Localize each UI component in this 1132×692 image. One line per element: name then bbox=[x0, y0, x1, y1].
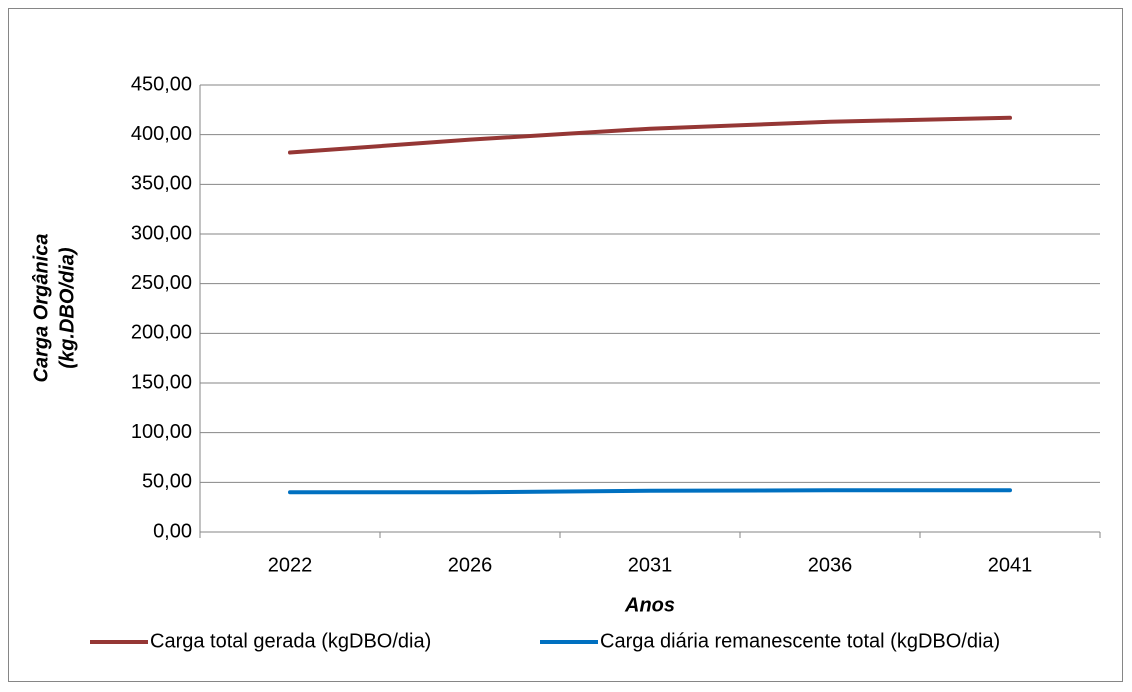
x-tick-label: 2022 bbox=[268, 554, 313, 576]
legend-label: Carga total gerada (kgDBO/dia) bbox=[150, 630, 431, 652]
line-series bbox=[288, 488, 1012, 495]
legend-label: Carga diária remanescente total (kgDBO/d… bbox=[600, 630, 1000, 652]
y-tick-label: 250,00 bbox=[131, 272, 192, 294]
x-tick-label: 2036 bbox=[808, 554, 853, 576]
y-axis-title: Carga Orgânica bbox=[30, 234, 52, 383]
y-tick-label: 400,00 bbox=[131, 123, 192, 145]
x-tick-label: 2031 bbox=[628, 554, 673, 576]
y-tick-label: 200,00 bbox=[131, 322, 192, 344]
y-tick-label: 50,00 bbox=[142, 471, 192, 493]
y-tick-label: 150,00 bbox=[131, 371, 192, 393]
y-tick-label: 0,00 bbox=[153, 520, 192, 542]
y-axis-title: (kg.DBO/dia) bbox=[56, 247, 78, 368]
y-tick-label: 350,00 bbox=[131, 173, 192, 195]
chart-border bbox=[8, 8, 1123, 682]
x-axis-title: Anos bbox=[624, 594, 675, 616]
y-tick-label: 450,00 bbox=[131, 73, 192, 95]
line-series bbox=[288, 115, 1012, 155]
x-tick-label: 2041 bbox=[988, 554, 1033, 576]
y-tick-label: 100,00 bbox=[131, 421, 192, 443]
y-tick-label: 300,00 bbox=[131, 222, 192, 244]
x-tick-label: 2026 bbox=[448, 554, 493, 576]
